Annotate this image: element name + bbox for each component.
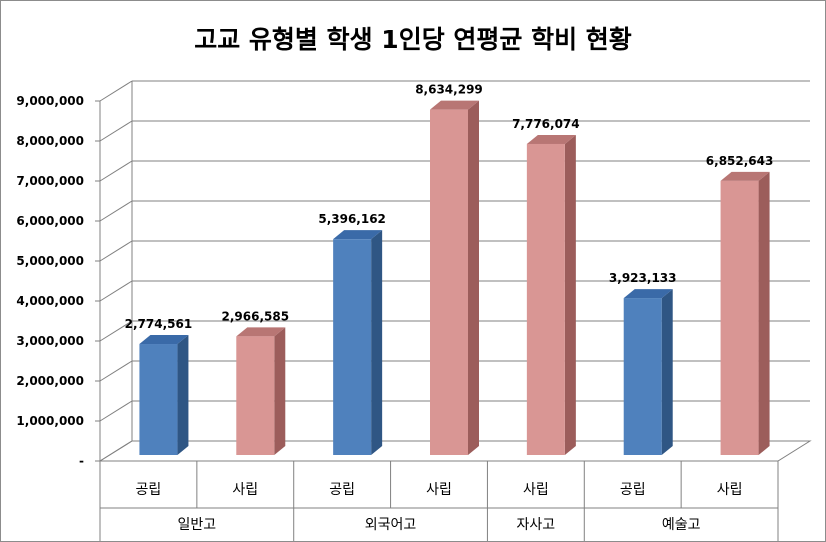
x-tick-label: 사립 [426,482,452,498]
bar [623,298,662,455]
floor [98,440,812,462]
y-tick-label: 6,000,000 [16,214,84,228]
gridline-side [99,120,133,142]
x-group-label: 예술고 [662,517,701,533]
y-tick-label: 7,000,000 [16,174,84,188]
x-group-label: 외국어고 [365,517,417,533]
gridline-side [99,240,133,262]
bar-top [333,230,383,240]
x-tick-label: 사립 [232,482,258,498]
chart-title: 고교 유형별 학생 1인당 연평균 학비 현황 [194,25,632,54]
bar-side [177,335,189,455]
bar-top [526,134,576,144]
data-label: 7,776,074 [512,117,580,131]
data-label: 2,966,585 [221,309,289,323]
bar-side [661,289,673,455]
y-tick-label: 4,000,000 [16,294,84,308]
bar-top [430,100,479,110]
bar-top [623,289,673,299]
bar [430,109,468,455]
data-label: 6,852,643 [706,154,774,168]
data-label: 8,634,299 [415,83,483,97]
bar [236,336,275,455]
bar-top [236,327,286,337]
x-group-label: 자사고 [517,517,556,533]
gridline-side [99,280,133,302]
bar-top [720,171,770,181]
gridline-side [99,80,133,102]
x-tick-label: 공립 [136,482,162,498]
bar-top [139,335,189,345]
bar [139,344,178,455]
y-tick-label: 5,000,000 [16,254,84,268]
data-label: 2,774,561 [125,317,193,331]
gridline-side [99,360,133,382]
data-label: 5,396,162 [318,212,386,226]
bar-side [274,327,286,455]
data-label: 3,923,133 [609,271,677,285]
y-tick-label: 9,000,000 [16,94,84,108]
bar [333,239,372,455]
bar-side [468,100,479,455]
bar-side [371,230,383,455]
gridline-side [99,200,133,222]
y-tick-label: 2,000,000 [16,374,84,388]
bar [526,143,565,456]
bar-side [758,171,770,455]
y-tick-label: 8,000,000 [16,134,84,148]
x-group-label: 일반고 [178,517,217,533]
y-tick-label: 3,000,000 [16,334,84,348]
y-tick-label: 1,000,000 [16,414,84,428]
gridline-side [99,400,133,422]
y-tick-label: - [79,454,84,468]
bar-side [564,134,576,456]
bar [720,180,759,455]
gridline-side [99,160,133,182]
x-tick-label: 사립 [523,482,549,498]
gridline-side [99,320,133,342]
x-tick-label: 공립 [620,482,646,498]
x-tick-label: 공립 [329,482,355,498]
x-tick-label: 사립 [717,482,743,498]
